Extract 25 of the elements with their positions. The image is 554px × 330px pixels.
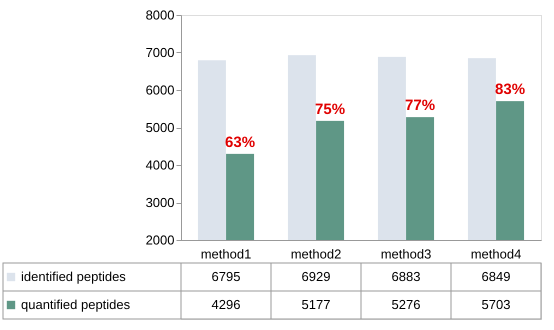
y-tick-label: 4000	[146, 158, 174, 172]
data-label: 5177	[302, 297, 330, 312]
data-label: 5703	[482, 297, 510, 312]
x-tick-label: method2	[290, 246, 342, 262]
y-tick-label: 6000	[146, 82, 174, 98]
annotation: 83%	[495, 81, 526, 98]
data-label: 6883	[392, 269, 420, 284]
y-tick-label: 3000	[146, 195, 174, 210]
data-label: 6849	[482, 269, 510, 284]
x-tick-label: method1	[200, 246, 252, 262]
legend-label: quantified peptides	[21, 297, 131, 312]
x-tick-label: method3	[380, 246, 432, 262]
data-label: 6795	[212, 269, 240, 284]
y-tick-label: 8000	[146, 8, 174, 22]
y-tick-label: 7000	[146, 45, 174, 60]
y-tick-label: 2000	[146, 232, 174, 248]
data-label: 5276	[392, 297, 420, 312]
annotation: 63%	[225, 134, 256, 151]
x-tick-label: method4	[470, 246, 522, 262]
y-tick-label: 5000	[146, 120, 174, 135]
legend-label: identified peptides	[21, 269, 126, 284]
annotation: 77%	[405, 97, 436, 114]
data-label: 6929	[302, 269, 330, 284]
annotation: 75%	[315, 100, 346, 118]
data-label: 4296	[212, 297, 240, 312]
